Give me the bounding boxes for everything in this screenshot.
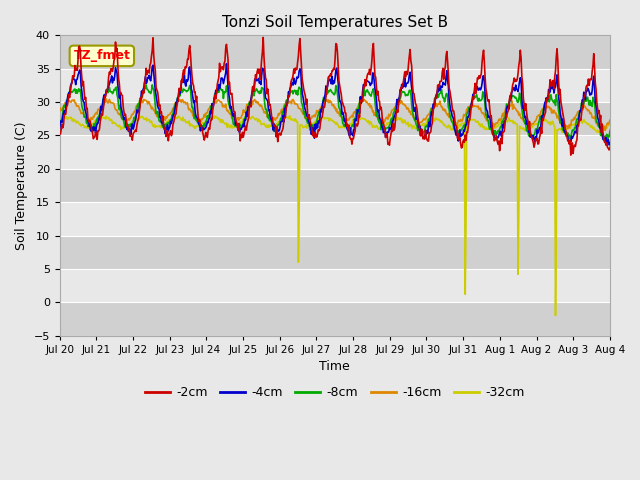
Bar <box>60 302 610 336</box>
Legend: -2cm, -4cm, -8cm, -16cm, -32cm: -2cm, -4cm, -8cm, -16cm, -32cm <box>140 382 529 405</box>
Bar <box>60 269 610 302</box>
Y-axis label: Soil Temperature (C): Soil Temperature (C) <box>15 121 28 250</box>
Bar <box>60 202 610 236</box>
Title: Tonzi Soil Temperatures Set B: Tonzi Soil Temperatures Set B <box>221 15 448 30</box>
X-axis label: Time: Time <box>319 360 350 373</box>
Text: TZ_fmet: TZ_fmet <box>74 49 131 62</box>
Bar <box>60 36 610 69</box>
Bar <box>60 135 610 169</box>
Bar <box>60 69 610 102</box>
Bar <box>60 169 610 202</box>
Bar <box>60 236 610 269</box>
Bar <box>60 102 610 135</box>
